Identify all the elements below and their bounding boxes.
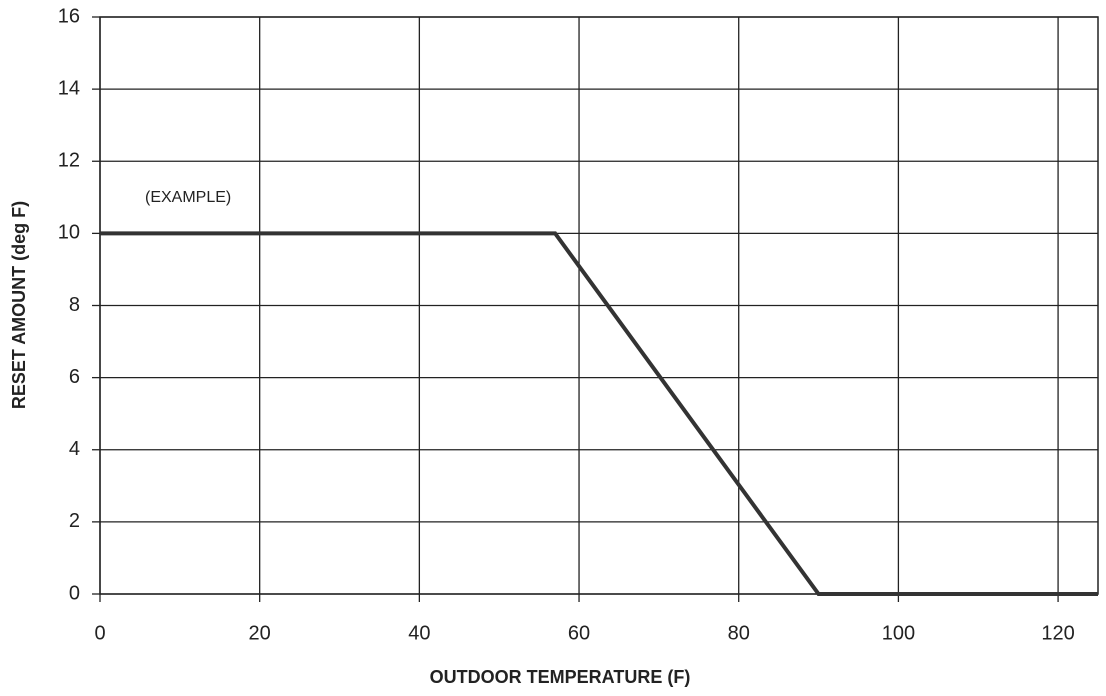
y-tick-label: 4 xyxy=(69,438,80,460)
x-tick-label: 0 xyxy=(94,622,105,644)
y-tick-label: 10 xyxy=(58,222,80,244)
x-tick-label: 80 xyxy=(728,622,750,644)
x-tick-label: 120 xyxy=(1041,622,1074,644)
data-line xyxy=(100,231,1098,596)
x-axis-title: OUTDOOR TEMPERATURE (F) xyxy=(430,667,691,687)
x-tick-label: 100 xyxy=(882,622,915,644)
x-tick-label: 20 xyxy=(249,622,271,644)
x-tick-label: 60 xyxy=(568,622,590,644)
y-tick-label: 14 xyxy=(58,77,80,99)
y-tick-label: 16 xyxy=(58,5,80,27)
x-tick-label: 40 xyxy=(408,622,430,644)
y-axis-title: RESET AMOUNT (deg F) xyxy=(9,201,29,409)
y-tick-label: 2 xyxy=(69,510,80,532)
y-tick-label: 8 xyxy=(69,294,80,316)
y-tick-label: 6 xyxy=(69,366,80,388)
y-tick-label: 0 xyxy=(69,582,80,604)
annotation: (EXAMPLE) xyxy=(145,189,231,206)
y-tick-label: 12 xyxy=(58,150,80,172)
